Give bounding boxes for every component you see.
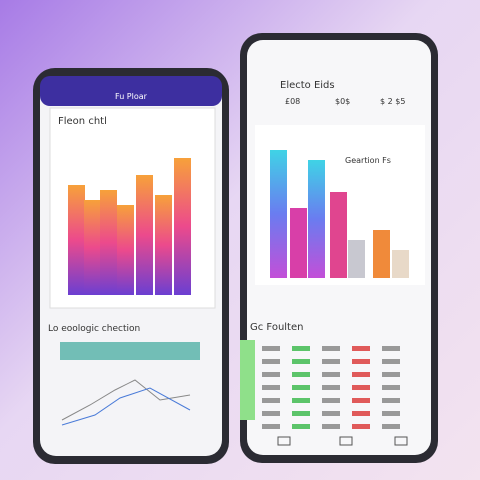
bar [117, 205, 134, 295]
table-cell [262, 424, 280, 429]
table-cell [352, 411, 370, 416]
table-cell [292, 398, 310, 403]
table-cell [322, 359, 340, 364]
table-cell [292, 346, 310, 351]
bar [373, 230, 390, 278]
bar [100, 190, 117, 295]
heat-strip [60, 342, 200, 360]
bar-group [270, 150, 409, 278]
card-title: Geartion Fs [345, 156, 391, 165]
stat: $ 2 $5 [380, 97, 405, 106]
nav-icon[interactable] [394, 436, 408, 446]
bar [84, 200, 101, 295]
table-cell [322, 346, 340, 351]
table-cell [292, 411, 310, 416]
nav-icon[interactable] [339, 436, 353, 446]
section-title: Lo eoologic chection [48, 324, 140, 334]
line-plot [61, 379, 191, 421]
table-cell [352, 424, 370, 429]
table-cell [352, 398, 370, 403]
table-cell [262, 385, 280, 390]
bar [270, 150, 287, 278]
table-cell [262, 372, 280, 377]
bar [392, 250, 409, 278]
table-cell [262, 411, 280, 416]
table-cell [292, 385, 310, 390]
table-cell [292, 359, 310, 364]
table-cell [382, 385, 400, 390]
table-cell [382, 346, 400, 351]
table-cell [352, 359, 370, 364]
card-title: Fleon chtl [58, 116, 107, 127]
table [262, 346, 400, 429]
bar [330, 192, 347, 278]
stat: $0$ [335, 97, 350, 106]
app-title: Fu Ploar [115, 92, 148, 101]
table-cell [262, 359, 280, 364]
line-plot [61, 387, 191, 426]
stat: £08 [285, 97, 300, 106]
table-cell [352, 372, 370, 377]
table-cell [292, 372, 310, 377]
table-cell [262, 398, 280, 403]
bar [155, 195, 172, 295]
table-cell [322, 424, 340, 429]
table-cell [382, 424, 400, 429]
bar [290, 208, 307, 278]
section-title: Gc Foulten [250, 322, 303, 333]
table-cell [382, 398, 400, 403]
table-cell [352, 385, 370, 390]
app-bar [40, 76, 222, 106]
table-cell [322, 372, 340, 377]
bar [348, 240, 365, 278]
table-cell [262, 346, 280, 351]
nav-icon[interactable] [277, 436, 291, 446]
bar [136, 175, 153, 295]
table-cell [322, 398, 340, 403]
table-cell [322, 385, 340, 390]
table-cell [292, 424, 310, 429]
table-cell [352, 346, 370, 351]
bar [308, 160, 325, 278]
bar [174, 158, 191, 295]
table-cell [322, 411, 340, 416]
accent-strip [240, 340, 255, 420]
bar-group [68, 158, 191, 295]
bar [68, 185, 85, 295]
table-cell [382, 359, 400, 364]
table-cell [382, 411, 400, 416]
table-cell [382, 372, 400, 377]
app-title: Electo Eids [280, 80, 335, 91]
